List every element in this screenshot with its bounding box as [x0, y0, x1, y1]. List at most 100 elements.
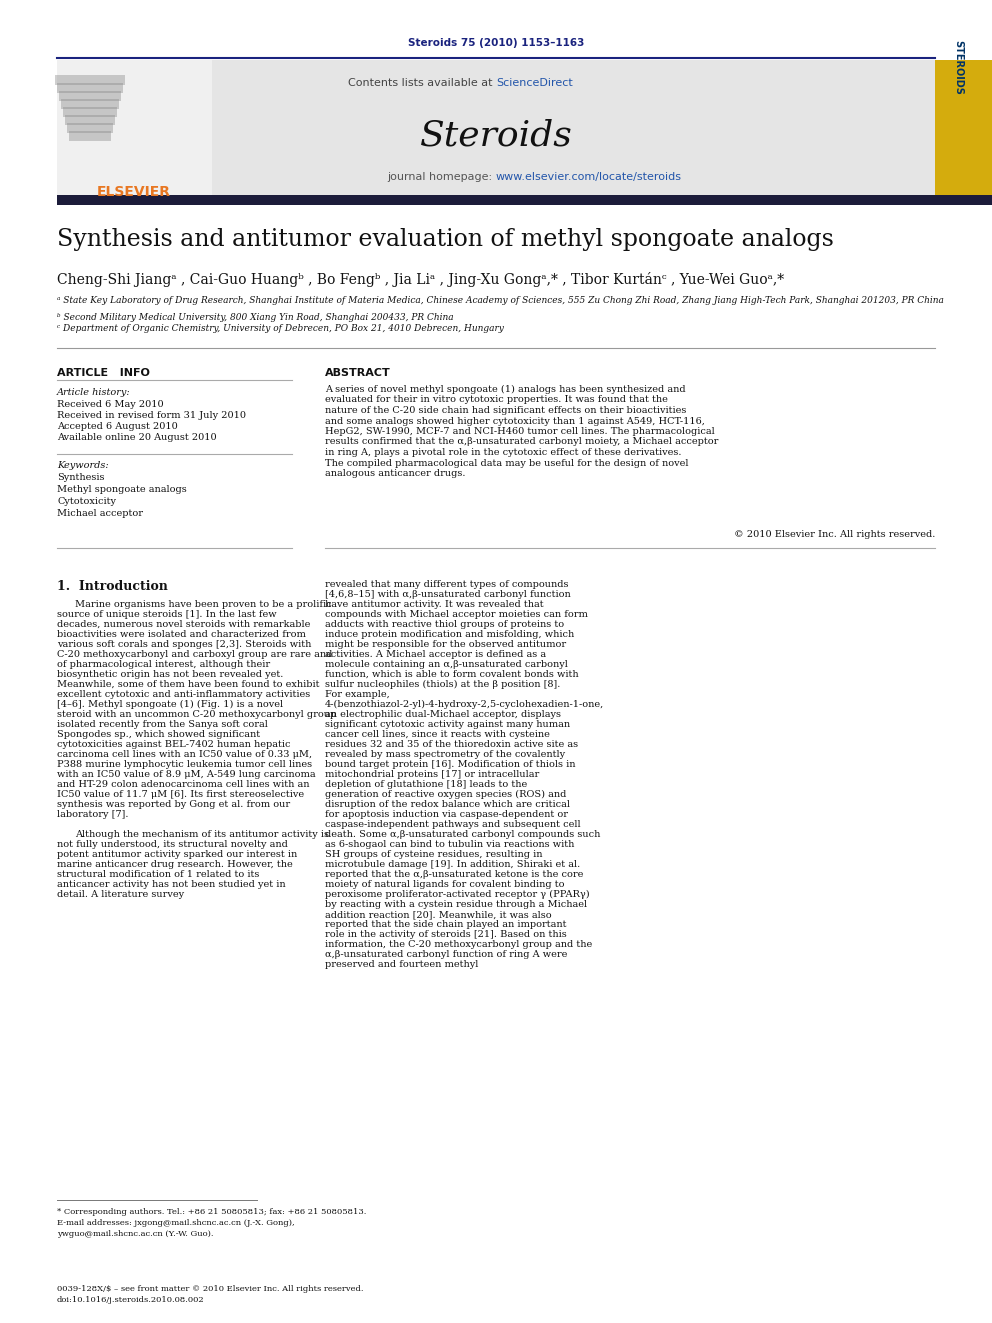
Text: bound target protein [16]. Modification of thiols in: bound target protein [16]. Modification …	[325, 759, 575, 769]
Text: Methyl spongoate analogs: Methyl spongoate analogs	[57, 486, 186, 493]
Text: ᵇ Second Military Medical University, 800 Xiang Yin Road, Shanghai 200433, PR Ch: ᵇ Second Military Medical University, 80…	[57, 314, 453, 321]
Bar	[67, 123, 113, 134]
Text: biosynthetic origin has not been revealed yet.: biosynthetic origin has not been reveale…	[57, 669, 284, 679]
Text: moiety of natural ligands for covalent binding to: moiety of natural ligands for covalent b…	[325, 880, 564, 889]
Text: might be responsible for the observed antitumor: might be responsible for the observed an…	[325, 640, 566, 650]
Text: reported that the side chain played an important: reported that the side chain played an i…	[325, 919, 566, 929]
Text: induce protein modification and misfolding, which: induce protein modification and misfoldi…	[325, 630, 574, 639]
Text: potent antitumor activity sparked our interest in: potent antitumor activity sparked our in…	[57, 849, 298, 859]
Bar	[59, 91, 121, 101]
Bar	[65, 115, 115, 124]
Text: IC50 value of 11.7 μM [6]. Its first stereoselective: IC50 value of 11.7 μM [6]. Its first ste…	[57, 790, 305, 799]
Text: ELSEVIER: ELSEVIER	[97, 185, 171, 198]
Text: cytotoxicities against BEL-7402 human hepatic: cytotoxicities against BEL-7402 human he…	[57, 740, 291, 749]
Text: analogous anticancer drugs.: analogous anticancer drugs.	[325, 468, 465, 478]
Text: Accepted 6 August 2010: Accepted 6 August 2010	[57, 422, 178, 431]
Text: and HT-29 colon adenocarcinoma cell lines with an: and HT-29 colon adenocarcinoma cell line…	[57, 781, 310, 789]
Text: Spongodes sp., which showed significant: Spongodes sp., which showed significant	[57, 730, 260, 740]
Text: carcinoma cell lines with an IC50 value of 0.33 μM,: carcinoma cell lines with an IC50 value …	[57, 750, 312, 759]
Text: C-20 methoxycarbonyl and carboxyl group are rare and: C-20 methoxycarbonyl and carboxyl group …	[57, 650, 332, 659]
Text: have antitumor activity. It was revealed that: have antitumor activity. It was revealed…	[325, 601, 544, 609]
Text: laboratory [7].: laboratory [7].	[57, 810, 129, 819]
Bar	[935, 60, 992, 194]
Text: steroid with an uncommon C-20 methoxycarbonyl group: steroid with an uncommon C-20 methoxycar…	[57, 710, 336, 718]
Text: Synthesis and antitumor evaluation of methyl spongoate analogs: Synthesis and antitumor evaluation of me…	[57, 228, 834, 251]
Text: generation of reactive oxygen species (ROS) and: generation of reactive oxygen species (R…	[325, 790, 566, 799]
Text: The compiled pharmacological data may be useful for the design of novel: The compiled pharmacological data may be…	[325, 459, 688, 467]
Text: Cytotoxicity: Cytotoxicity	[57, 497, 116, 505]
Text: cancer cell lines, since it reacts with cysteine: cancer cell lines, since it reacts with …	[325, 730, 550, 740]
Text: adducts with reactive thiol groups of proteins to: adducts with reactive thiol groups of pr…	[325, 620, 564, 628]
Text: microtubule damage [19]. In addition, Shiraki et al.: microtubule damage [19]. In addition, Sh…	[325, 860, 580, 869]
Text: nature of the C-20 side chain had significant effects on their bioactivities: nature of the C-20 side chain had signif…	[325, 406, 686, 415]
Text: ARTICLE   INFO: ARTICLE INFO	[57, 368, 150, 378]
Text: caspase-independent pathways and subsequent cell: caspase-independent pathways and subsequ…	[325, 820, 580, 830]
Text: 1.  Introduction: 1. Introduction	[57, 579, 168, 593]
Text: Received in revised form 31 July 2010: Received in revised form 31 July 2010	[57, 411, 246, 419]
Text: death. Some α,β-unsaturated carbonyl compounds such: death. Some α,β-unsaturated carbonyl com…	[325, 830, 600, 839]
Bar	[61, 99, 119, 108]
Text: various soft corals and sponges [2,3]. Steroids with: various soft corals and sponges [2,3]. S…	[57, 640, 311, 650]
Text: excellent cytotoxic and anti-inflammatory activities: excellent cytotoxic and anti-inflammator…	[57, 691, 310, 699]
Text: not fully understood, its structural novelty and: not fully understood, its structural nov…	[57, 840, 288, 849]
Text: results confirmed that the α,β-unsaturated carbonyl moiety, a Michael acceptor: results confirmed that the α,β-unsaturat…	[325, 438, 718, 446]
Text: SH groups of cysteine residues, resulting in: SH groups of cysteine residues, resultin…	[325, 849, 543, 859]
Text: Received 6 May 2010: Received 6 May 2010	[57, 400, 164, 409]
Text: Cheng-Shi Jiangᵃ , Cai-Guo Huangᵇ , Bo Fengᵇ , Jia Liᵃ , Jing-Xu Gongᵃ,* , Tibor: Cheng-Shi Jiangᵃ , Cai-Guo Huangᵇ , Bo F…	[57, 273, 784, 287]
Text: 4-(benzothiazol-2-yl)-4-hydroxy-2,5-cyclohexadien-1-one,: 4-(benzothiazol-2-yl)-4-hydroxy-2,5-cycl…	[325, 700, 604, 709]
Text: Keywords:: Keywords:	[57, 460, 109, 470]
Text: by reacting with a cystein residue through a Michael: by reacting with a cystein residue throu…	[325, 900, 587, 909]
Text: Article history:: Article history:	[57, 388, 131, 397]
Text: Although the mechanism of its antitumor activity is: Although the mechanism of its antitumor …	[75, 830, 329, 839]
Text: compounds with Michael acceptor moieties can form: compounds with Michael acceptor moieties…	[325, 610, 588, 619]
Text: [4,6,8–15] with α,β-unsaturated carbonyl function: [4,6,8–15] with α,β-unsaturated carbonyl…	[325, 590, 570, 599]
Text: an electrophilic dual-Michael acceptor, displays: an electrophilic dual-Michael acceptor, …	[325, 710, 561, 718]
Text: Steroids 75 (2010) 1153–1163: Steroids 75 (2010) 1153–1163	[408, 38, 584, 48]
Text: Meanwhile, some of them have been found to exhibit: Meanwhile, some of them have been found …	[57, 680, 319, 689]
Text: mitochondrial proteins [17] or intracellular: mitochondrial proteins [17] or intracell…	[325, 770, 540, 779]
Text: Available online 20 August 2010: Available online 20 August 2010	[57, 433, 216, 442]
Text: © 2010 Elsevier Inc. All rights reserved.: © 2010 Elsevier Inc. All rights reserved…	[734, 531, 935, 538]
Text: * Corresponding authors. Tel.: +86 21 50805813; fax: +86 21 50805813.: * Corresponding authors. Tel.: +86 21 50…	[57, 1208, 366, 1216]
Text: ᶜ Department of Organic Chemistry, University of Debrecen, PO Box 21, 4010 Debre: ᶜ Department of Organic Chemistry, Unive…	[57, 324, 504, 333]
Bar	[57, 60, 212, 194]
Text: STEROIDS: STEROIDS	[953, 40, 963, 94]
Text: Steroids: Steroids	[420, 118, 572, 152]
Text: depletion of glutathione [18] leads to the: depletion of glutathione [18] leads to t…	[325, 781, 528, 789]
Text: ScienceDirect: ScienceDirect	[496, 78, 572, 89]
Text: revealed by mass spectrometry of the covalently: revealed by mass spectrometry of the cov…	[325, 750, 565, 759]
Text: bioactivities were isolated and characterized from: bioactivities were isolated and characte…	[57, 630, 306, 639]
Text: preserved and fourteen methyl: preserved and fourteen methyl	[325, 960, 478, 968]
Text: decades, numerous novel steroids with remarkable: decades, numerous novel steroids with re…	[57, 620, 310, 628]
Text: detail. A literature survey: detail. A literature survey	[57, 890, 185, 900]
Text: isolated recently from the Sanya soft coral: isolated recently from the Sanya soft co…	[57, 720, 268, 729]
Text: peroxisome proliferator-activated receptor γ (PPARγ): peroxisome proliferator-activated recept…	[325, 890, 589, 900]
Text: HepG2, SW-1990, MCF-7 and NCI-H460 tumor cell lines. The pharmacological: HepG2, SW-1990, MCF-7 and NCI-H460 tumor…	[325, 427, 715, 437]
Text: sulfur nucleophiles (thiols) at the β position [8].: sulfur nucleophiles (thiols) at the β po…	[325, 680, 560, 689]
Text: Contents lists available at: Contents lists available at	[348, 78, 496, 89]
Text: A series of novel methyl spongoate (1) analogs has been synthesized and: A series of novel methyl spongoate (1) a…	[325, 385, 685, 394]
Text: anticancer activity has not been studied yet in: anticancer activity has not been studied…	[57, 880, 286, 889]
Bar	[69, 131, 111, 142]
Text: structural modification of 1 related to its: structural modification of 1 related to …	[57, 871, 259, 878]
Text: Michael acceptor: Michael acceptor	[57, 509, 143, 519]
Bar	[55, 75, 125, 85]
Text: and some analogs showed higher cytotoxicity than 1 against A549, HCT-116,: and some analogs showed higher cytotoxic…	[325, 417, 705, 426]
Text: activities. A Michael acceptor is defined as a: activities. A Michael acceptor is define…	[325, 650, 547, 659]
Text: role in the activity of steroids [21]. Based on this: role in the activity of steroids [21]. B…	[325, 930, 566, 939]
Text: as 6-shogaol can bind to tubulin via reactions with: as 6-shogaol can bind to tubulin via rea…	[325, 840, 574, 849]
Text: molecule containing an α,β-unsaturated carbonyl: molecule containing an α,β-unsaturated c…	[325, 660, 567, 669]
Text: ᵃ State Key Laboratory of Drug Research, Shanghai Institute of Materia Medica, C: ᵃ State Key Laboratory of Drug Research,…	[57, 296, 943, 306]
Text: evaluated for their in vitro cytotoxic properties. It was found that the: evaluated for their in vitro cytotoxic p…	[325, 396, 668, 405]
Text: in ring A, plays a pivotal role in the cytotoxic effect of these derivatives.: in ring A, plays a pivotal role in the c…	[325, 448, 682, 456]
Text: www.elsevier.com/locate/steroids: www.elsevier.com/locate/steroids	[496, 172, 682, 183]
Text: Marine organisms have been proven to be a prolific: Marine organisms have been proven to be …	[75, 601, 331, 609]
Text: α,β-unsaturated carbonyl function of ring A were: α,β-unsaturated carbonyl function of rin…	[325, 950, 567, 959]
Text: doi:10.1016/j.steroids.2010.08.002: doi:10.1016/j.steroids.2010.08.002	[57, 1297, 204, 1304]
Text: ywguo@mail.shcnc.ac.cn (Y.-W. Guo).: ywguo@mail.shcnc.ac.cn (Y.-W. Guo).	[57, 1230, 213, 1238]
Text: P388 murine lymphocytic leukemia tumor cell lines: P388 murine lymphocytic leukemia tumor c…	[57, 759, 312, 769]
Text: residues 32 and 35 of the thioredoxin active site as: residues 32 and 35 of the thioredoxin ac…	[325, 740, 578, 749]
Bar	[57, 60, 935, 194]
Text: disruption of the redox balance which are critical: disruption of the redox balance which ar…	[325, 800, 570, 808]
Text: journal homepage:: journal homepage:	[387, 172, 496, 183]
